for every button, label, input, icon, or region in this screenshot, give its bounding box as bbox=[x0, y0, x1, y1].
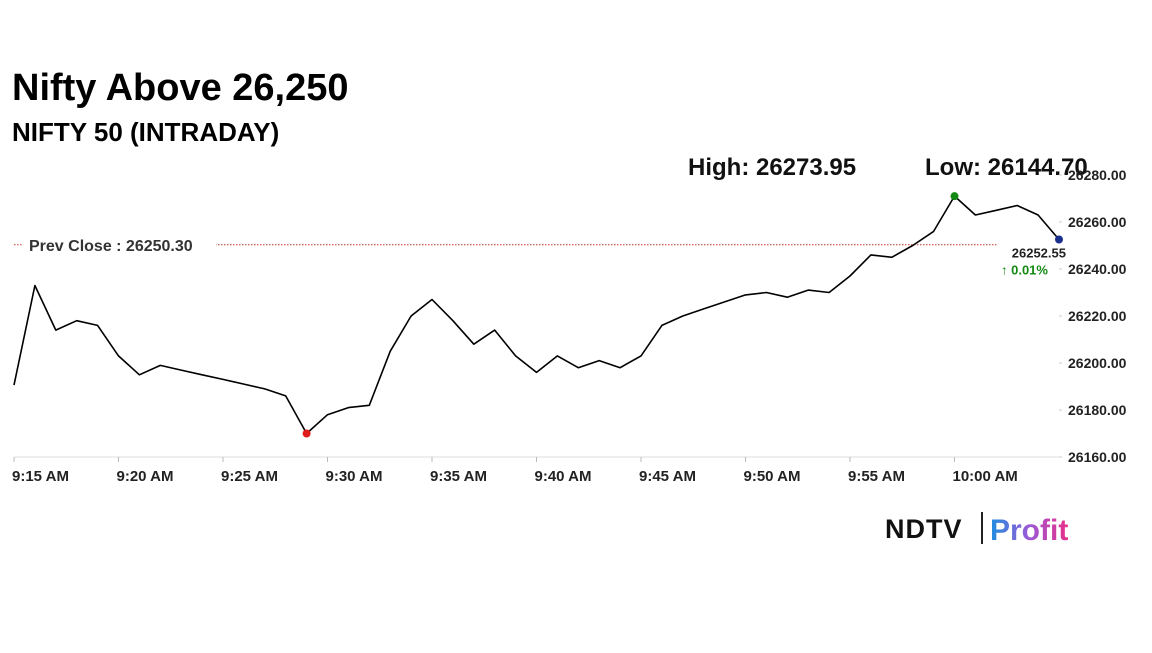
change-label: ↑ 0.01% bbox=[1001, 263, 1048, 278]
x-tick-label: 9:15 AM bbox=[12, 468, 69, 485]
high-marker bbox=[950, 192, 959, 201]
prev-close-bg bbox=[22, 234, 216, 255]
y-tick-label: 26200.00 bbox=[1068, 355, 1127, 371]
y-tick-label: 26240.00 bbox=[1068, 261, 1127, 277]
low-label: Low: 26144.70 bbox=[925, 154, 1088, 181]
y-tick-label: 26160.00 bbox=[1068, 449, 1127, 465]
y-tick-label: 26220.00 bbox=[1068, 308, 1127, 324]
x-tick-label: 9:55 AM bbox=[848, 468, 905, 485]
high-label: High: 26273.95 bbox=[688, 154, 856, 181]
price-line bbox=[13, 195, 1060, 435]
x-tick-label: 9:50 AM bbox=[744, 468, 801, 485]
brand-product: Profit bbox=[990, 514, 1068, 547]
chart-subtitle: NIFTY 50 (INTRADAY) bbox=[12, 117, 279, 147]
last-marker bbox=[1055, 235, 1063, 244]
x-tick-label: 9:35 AM bbox=[430, 468, 487, 485]
value-label: 26252.55 bbox=[1012, 246, 1066, 261]
x-tick-label: 9:30 AM bbox=[326, 468, 383, 485]
x-tick-label: 9:20 AM bbox=[117, 468, 174, 485]
prev-close-label: Prev Close : 26250.30 bbox=[29, 238, 193, 255]
brand-name: NDTV bbox=[885, 514, 963, 544]
x-tick-label: 9:25 AM bbox=[221, 468, 278, 485]
x-tick-label: 10:00 AM bbox=[953, 468, 1018, 485]
y-tick-label: 26180.00 bbox=[1068, 402, 1127, 418]
x-tick-label: 9:45 AM bbox=[639, 468, 696, 485]
x-tick-label: 9:40 AM bbox=[535, 468, 592, 485]
y-tick-label: 26280.00 bbox=[1068, 167, 1127, 183]
y-tick-label: 26260.00 bbox=[1068, 214, 1127, 230]
chart-title: Nifty Above 26,250 bbox=[12, 67, 349, 109]
low-marker bbox=[302, 429, 311, 438]
